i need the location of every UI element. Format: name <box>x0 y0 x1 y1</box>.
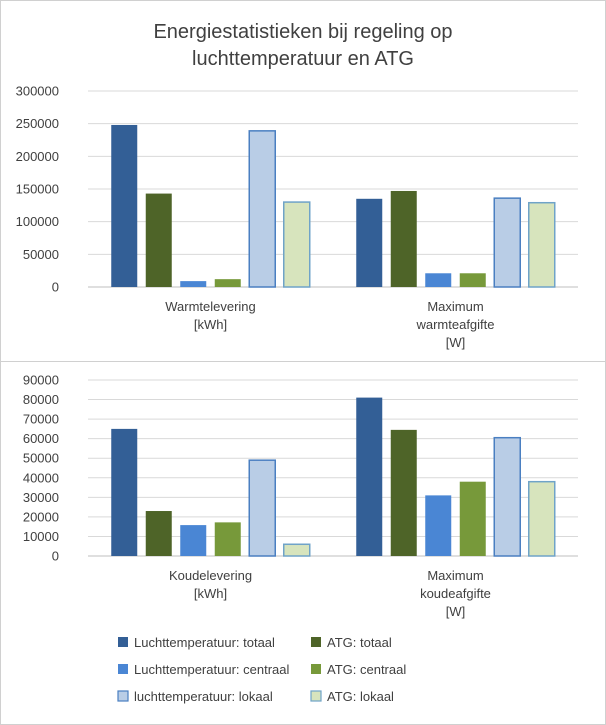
legend-entry: luchttemperatuur: lokaal <box>134 689 273 704</box>
y-tick-label: 50000 <box>23 247 59 262</box>
category-label: Koudelevering <box>169 568 252 583</box>
chart-divider <box>0 361 606 362</box>
bar <box>145 193 172 287</box>
category-label: Maximum <box>427 568 483 583</box>
chart-title-line: luchttemperatuur en ATG <box>192 48 414 70</box>
legend-swatch <box>310 690 322 702</box>
bar <box>390 429 417 556</box>
legend-swatch <box>118 664 128 674</box>
y-tick-label: 30000 <box>23 490 59 505</box>
y-tick-label: 150000 <box>16 182 59 197</box>
bar <box>111 124 138 288</box>
category-label: [W] <box>446 604 466 619</box>
legend-entry: ATG: totaal <box>327 635 392 650</box>
legend-entry: Luchttemperatuur: totaal <box>134 635 275 650</box>
category-label: [W] <box>446 335 466 350</box>
legend-entry: Luchttemperatuur: centraal <box>134 662 289 677</box>
bar <box>248 459 276 557</box>
bar <box>493 197 521 288</box>
bar <box>390 190 417 287</box>
y-tick-label: 100000 <box>16 214 59 229</box>
category-label: Maximum <box>427 299 483 314</box>
y-tick-label: 0 <box>52 280 59 295</box>
legend-entry: ATG: lokaal <box>327 689 394 704</box>
y-tick-label: 20000 <box>23 509 59 524</box>
bar <box>214 522 241 556</box>
category-label: [kWh] <box>194 586 227 601</box>
y-tick-label: 300000 <box>16 84 59 99</box>
legend-swatch <box>311 637 321 647</box>
bar <box>283 543 311 557</box>
category-label: warmteafgifte <box>415 317 494 332</box>
category-label: Warmtelevering <box>165 299 256 314</box>
bar <box>493 436 521 557</box>
bar <box>145 511 172 556</box>
bar <box>425 495 452 556</box>
y-tick-label: 50000 <box>23 451 59 466</box>
bar <box>459 273 486 287</box>
category-label: koudeafgifte <box>420 586 491 601</box>
bar <box>248 130 276 288</box>
y-tick-label: 40000 <box>23 470 59 485</box>
bar <box>425 273 452 287</box>
bar <box>528 201 556 288</box>
y-tick-label: 10000 <box>23 529 59 544</box>
bar <box>528 480 556 557</box>
y-tick-label: 250000 <box>16 116 59 131</box>
bar <box>180 525 207 556</box>
legend-swatch <box>117 690 129 702</box>
bar <box>356 198 383 287</box>
legend-swatch <box>118 637 128 647</box>
bar <box>356 397 383 556</box>
bar <box>111 428 138 556</box>
y-tick-label: 60000 <box>23 431 59 446</box>
chart-title-line: Energiestatistieken bij regeling op <box>153 21 452 43</box>
y-tick-label: 90000 <box>23 373 59 388</box>
legend-entry: ATG: centraal <box>327 662 406 677</box>
bar <box>180 281 207 287</box>
bar <box>283 201 311 288</box>
y-tick-label: 0 <box>52 549 59 564</box>
category-label: [kWh] <box>194 317 227 332</box>
legend-swatch <box>311 664 321 674</box>
bar <box>214 279 241 287</box>
y-tick-label: 80000 <box>23 392 59 407</box>
bar <box>459 481 486 556</box>
y-tick-label: 200000 <box>16 149 59 164</box>
y-tick-label: 70000 <box>23 412 59 427</box>
